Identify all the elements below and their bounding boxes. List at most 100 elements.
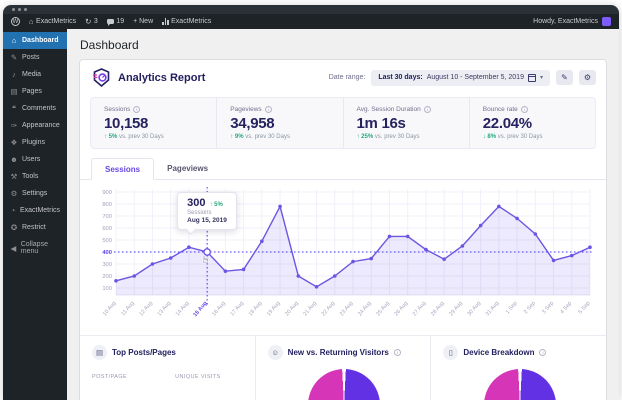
plugins-icon: ❖ (10, 138, 18, 147)
device-icon: ▯ (443, 345, 459, 360)
sidebar-item-exactmetrics[interactable]: ◔ ExactMetrics (10, 206, 60, 215)
wp-admin-sidebar: ⌂ Dashboard ✎ Posts ♪ Media ▤ Pages ❝ Co… (3, 29, 67, 400)
date-range-picker[interactable]: Last 30 days: August 10 - September 5, 2… (371, 69, 550, 86)
report-header: Analytics Report Date range: Last 30 day… (80, 60, 606, 95)
window-control-dot[interactable] (18, 8, 21, 11)
info-icon[interactable]: i (393, 349, 401, 356)
gear-icon: ⚙ (583, 73, 592, 82)
svg-text:29 Aug: 29 Aug (448, 300, 464, 317)
hand-cursor-icon: ☞ (200, 255, 211, 264)
edit-report-button[interactable]: ✎ (556, 70, 573, 85)
dashboard-icon: ⌂ (11, 36, 17, 45)
svg-text:12 Aug: 12 Aug (138, 300, 154, 317)
wp-logo-menu[interactable]: W (11, 17, 20, 26)
admin-content: Dashboard Analytics Report Date range: (67, 29, 619, 400)
svg-text:3 Sep: 3 Sep (541, 300, 555, 315)
svg-text:900: 900 (102, 190, 112, 196)
stat-bounce-rate: Bounce rate i 22.04% ↓ 8% vs. prev 30 Day… (468, 98, 595, 148)
overview-stats: Sessions i 10,158 ↑ 5% vs. prev 30 Days P… (90, 97, 596, 149)
report-title: Analytics Report (118, 71, 206, 84)
settings-icon: ⚙ (10, 189, 18, 198)
pages-icon: ▤ (10, 87, 18, 96)
report-settings-button[interactable]: ⚙ (579, 70, 596, 85)
info-icon[interactable]: i (520, 106, 528, 113)
info-icon[interactable]: i (423, 106, 431, 113)
window-control-dot[interactable] (12, 8, 15, 11)
down-arrow-icon: ↓ (482, 134, 486, 140)
visitors-pie-chart[interactable] (308, 369, 380, 400)
comments-bubble-icon (106, 19, 114, 26)
sidebar-item-posts[interactable]: ✎ Posts (10, 53, 40, 62)
info-icon[interactable]: i (264, 106, 272, 113)
svg-text:4 Sep: 4 Sep (559, 300, 573, 315)
svg-text:1 Sep: 1 Sep (505, 300, 519, 315)
info-icon[interactable]: i (539, 349, 547, 356)
adminbar-exactmetrics[interactable]: ExactMetrics (162, 18, 211, 25)
sidebar-item-pages[interactable]: ▤ Pages (10, 87, 42, 96)
appearance-icon: ✑ (10, 121, 18, 130)
svg-text:24 Aug: 24 Aug (357, 300, 373, 317)
sidebar-item-restrict[interactable]: ✪ Restrict (10, 223, 46, 232)
window-titlebar (3, 5, 619, 14)
window-control-dot[interactable] (24, 8, 27, 11)
svg-text:800: 800 (102, 202, 112, 208)
media-icon: ♪ (12, 70, 16, 79)
svg-text:18 Aug: 18 Aug (248, 300, 264, 317)
sidebar-item-settings[interactable]: ⚙ Settings (10, 189, 48, 198)
adminbar-updates[interactable]: ↻ 3 (85, 17, 98, 26)
up-arrow-icon: ↑ (356, 134, 360, 140)
pencil-icon: ✎ (561, 73, 568, 82)
device-pie-chart[interactable] (483, 369, 556, 400)
sidebar-item-dashboard[interactable]: ⌂ Dashboard (3, 32, 67, 49)
svg-text:200: 200 (102, 274, 112, 280)
svg-text:600: 600 (102, 226, 112, 232)
svg-text:25 Aug: 25 Aug (375, 300, 391, 317)
widget-device-breakdown: ▯ Device Breakdown i (430, 336, 606, 400)
avatar[interactable] (602, 17, 611, 26)
sidebar-collapse-menu[interactable]: ◀ Collapse menu (10, 241, 48, 255)
svg-text:16 Aug: 16 Aug (211, 300, 227, 317)
info-icon[interactable]: i (133, 106, 141, 113)
svg-text:300: 300 (102, 262, 112, 268)
sidebar-item-plugins[interactable]: ❖ Plugins (10, 138, 45, 147)
visitors-icon: ☺ (267, 345, 283, 360)
svg-text:14 Aug: 14 Aug (175, 300, 191, 317)
adminbar-comments[interactable]: 19 (106, 18, 124, 26)
chevron-down-icon: ▾ (539, 75, 543, 81)
svg-text:11 Aug: 11 Aug (120, 300, 135, 317)
lock-icon: ✪ (10, 223, 18, 232)
howdy-account-link[interactable]: Howdy, ExactMetrics (533, 18, 598, 25)
wordpress-icon: W (11, 17, 20, 26)
widget-new-vs-returning: ☺ New vs. Returning Visitors i (254, 336, 431, 400)
adminbar-new[interactable]: + New (133, 18, 154, 25)
svg-text:27 Aug: 27 Aug (412, 300, 428, 317)
sidebar-item-comments[interactable]: ❝ Comments (11, 104, 56, 113)
page-title: Dashboard (80, 38, 139, 52)
svg-text:13 Aug: 13 Aug (157, 300, 173, 317)
svg-text:19 Aug: 19 Aug (266, 300, 282, 317)
sidebar-item-tools[interactable]: ⚒ Tools (10, 172, 39, 181)
tab-sessions[interactable]: Sessions (91, 158, 155, 180)
updates-icon: ↻ (85, 17, 92, 26)
posts-icon: ✎ (10, 53, 18, 62)
tab-pageviews[interactable]: Pageviews (167, 164, 209, 173)
svg-text:30 Aug: 30 Aug (467, 300, 483, 317)
chart-tooltip: 300 ↑ 5% Sessions Aug 15, 2019 (177, 192, 237, 230)
svg-text:20 Aug: 20 Aug (284, 300, 300, 317)
wp-admin-bar: W ⌂ ExactMetrics ↻ 3 19 + New ExactMetri… (3, 14, 619, 29)
tools-icon: ⚒ (10, 172, 18, 181)
svg-text:15 Aug: 15 Aug (192, 300, 208, 318)
sidebar-item-appearance[interactable]: ✑ Appearance (10, 121, 60, 130)
svg-text:5 Sep: 5 Sep (578, 300, 592, 315)
users-icon: ☻ (10, 155, 18, 164)
bar-chart-icon (162, 18, 169, 25)
svg-text:23 Aug: 23 Aug (339, 300, 355, 317)
collapse-arrow-icon: ◀ (10, 243, 17, 253)
sidebar-item-users[interactable]: ☻ Users (10, 155, 41, 164)
svg-text:10 Aug: 10 Aug (102, 300, 118, 317)
svg-text:26 Aug: 26 Aug (394, 300, 410, 317)
adminbar-site-name[interactable]: ⌂ ExactMetrics (29, 17, 77, 26)
sidebar-item-media[interactable]: ♪ Media (3, 66, 67, 83)
svg-text:28 Aug: 28 Aug (430, 300, 446, 317)
